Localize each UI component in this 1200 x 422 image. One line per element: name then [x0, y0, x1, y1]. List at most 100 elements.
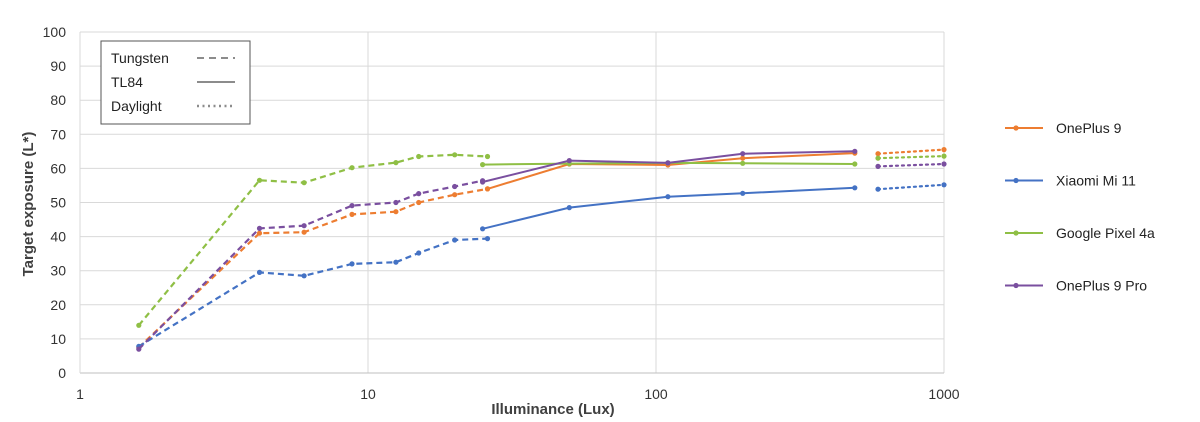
y-axis-title: Target exposure (L*)	[20, 132, 37, 277]
style-legend-label: Daylight	[111, 98, 162, 114]
legend-label: OnePlus 9	[1056, 120, 1122, 136]
series-line-oneplus-9-pro-daylight	[876, 162, 946, 168]
x-tick-label: 10	[360, 386, 376, 402]
data-point-oneplus-9	[393, 209, 399, 215]
series-layer	[136, 147, 947, 352]
data-point-google-pixel-4a	[136, 322, 142, 328]
series-google-pixel-4a	[136, 152, 947, 328]
data-point-oneplus-9-pro	[349, 203, 355, 209]
data-point-xiaomi-mi-11	[416, 250, 422, 256]
legend-marker-xiaomi-mi-11	[1013, 177, 1019, 184]
data-point-oneplus-9	[416, 199, 422, 206]
series-line-oneplus-9-pro-tungsten	[138, 179, 483, 350]
legend-label: Xiaomi Mi 11	[1056, 173, 1136, 189]
y-tick-label: 20	[50, 297, 66, 313]
data-point-xiaomi-mi-11	[484, 236, 491, 242]
series-oneplus-9	[136, 147, 947, 350]
series-line-xiaomi-mi-11-tungsten	[138, 237, 488, 348]
y-tick-label: 60	[50, 160, 66, 176]
y-tick-label: 40	[50, 229, 66, 245]
legend-label: OnePlus 9 Pro	[1056, 278, 1147, 294]
data-point-google-pixel-4a	[484, 153, 491, 160]
data-point-oneplus-9-pro	[665, 160, 671, 166]
data-point-oneplus-9-pro	[740, 151, 746, 157]
y-tick-label: 70	[50, 126, 66, 142]
data-point-google-pixel-4a	[480, 162, 486, 168]
series-xiaomi-mi-11	[136, 182, 947, 349]
data-point-google-pixel-4a	[256, 177, 263, 183]
data-point-oneplus-9	[484, 186, 491, 192]
data-point-xiaomi-mi-11	[256, 269, 263, 275]
axes	[79, 32, 944, 374]
style-legend: Tungsten TL84 Daylight	[100, 40, 251, 125]
series-line-xiaomi-mi-11-tl84	[482, 186, 855, 230]
series-line-oneplus-9-daylight	[876, 148, 946, 155]
data-point-google-pixel-4a	[875, 155, 881, 161]
data-point-google-pixel-4a	[852, 161, 858, 167]
series-line-xiaomi-mi-11-daylight	[876, 183, 946, 191]
y-tick-label: 10	[50, 331, 66, 347]
y-tick-label: 80	[50, 92, 66, 108]
data-point-xiaomi-mi-11	[740, 190, 746, 196]
y-tick-label: 30	[50, 263, 66, 279]
series-line-oneplus-9-tl84	[487, 152, 855, 190]
series-line-google-pixel-4a-daylight	[876, 155, 946, 160]
data-point-xiaomi-mi-11	[566, 205, 572, 211]
data-point-google-pixel-4a	[740, 160, 746, 166]
data-point-oneplus-9	[301, 229, 307, 235]
data-point-google-pixel-4a	[393, 160, 399, 166]
y-tick-label: 100	[43, 24, 67, 40]
legend-marker-oneplus-9	[1013, 125, 1019, 131]
legend-label: Google Pixel 4a	[1056, 225, 1155, 241]
gridlines	[80, 31, 945, 373]
data-point-oneplus-9	[452, 192, 458, 198]
data-point-oneplus-9-pro	[480, 179, 486, 185]
style-legend-label: Tungsten	[111, 50, 169, 66]
data-point-oneplus-9-pro	[393, 199, 399, 206]
series-line-oneplus-9-tungsten	[138, 187, 488, 349]
data-point-oneplus-9	[941, 147, 947, 153]
data-point-oneplus-9-pro	[941, 161, 947, 167]
data-point-oneplus-9	[875, 151, 881, 157]
data-point-oneplus-9-pro	[852, 148, 858, 154]
legend-marker-google-pixel-4a	[1013, 230, 1019, 236]
data-point-oneplus-9	[740, 155, 746, 161]
data-point-xiaomi-mi-11	[941, 182, 947, 188]
data-point-xiaomi-mi-11	[452, 237, 458, 243]
data-point-oneplus-9-pro	[566, 158, 572, 164]
x-tick-label: 1	[76, 386, 84, 402]
y-tick-label: 0	[58, 365, 66, 381]
data-point-google-pixel-4a	[349, 165, 355, 171]
series-legend: OnePlus 9 Xiaomi Mi 11 Google Pixel 4a OneP…	[1005, 120, 1155, 294]
series-oneplus-9-pro	[136, 148, 947, 352]
data-point-oneplus-9-pro	[301, 223, 307, 229]
style-legend-label: TL84	[111, 74, 143, 90]
y-tick-label: 90	[50, 58, 66, 74]
data-point-google-pixel-4a	[416, 153, 422, 160]
data-point-xiaomi-mi-11	[875, 186, 881, 192]
data-point-xiaomi-mi-11	[301, 273, 307, 279]
data-point-xiaomi-mi-11	[349, 261, 355, 267]
data-point-oneplus-9-pro	[452, 183, 458, 190]
x-tick-label: 100	[644, 386, 668, 402]
series-line-google-pixel-4a-tungsten	[137, 153, 488, 327]
data-point-oneplus-9-pro	[416, 191, 422, 197]
data-point-google-pixel-4a	[941, 153, 947, 159]
data-point-xiaomi-mi-11	[393, 259, 399, 265]
x-axis-title: Illuminance (Lux)	[491, 401, 614, 418]
data-point-xiaomi-mi-11	[480, 226, 486, 232]
legend-marker-oneplus-9-pro	[1013, 282, 1019, 289]
x-tick-label: 1000	[928, 386, 959, 402]
data-point-xiaomi-mi-11	[852, 185, 858, 191]
data-point-oneplus-9	[256, 230, 263, 236]
data-point-oneplus-9	[349, 211, 355, 217]
y-tick-label: 50	[50, 195, 66, 211]
data-point-xiaomi-mi-11	[665, 194, 671, 200]
data-point-oneplus-9-pro	[875, 163, 881, 169]
data-point-google-pixel-4a	[452, 152, 458, 158]
data-point-oneplus-9-pro	[136, 346, 142, 352]
data-point-oneplus-9-pro	[256, 225, 263, 231]
data-point-google-pixel-4a	[301, 180, 307, 186]
